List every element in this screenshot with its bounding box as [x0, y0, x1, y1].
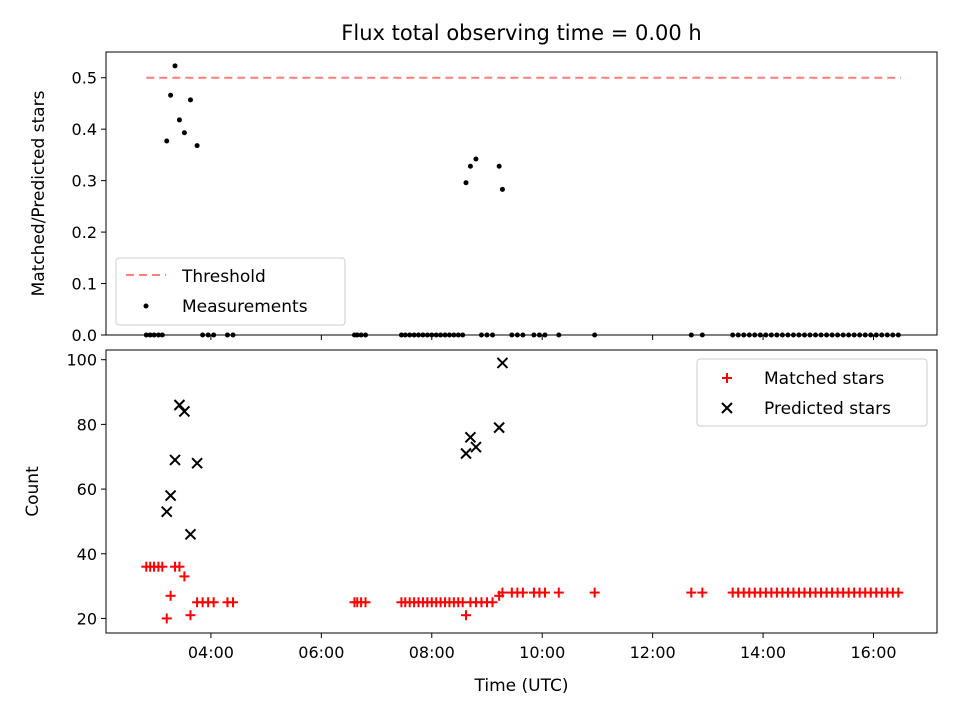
measurement-point [172, 63, 178, 69]
count-ytick-label: 80 [77, 415, 97, 434]
count-xtick-label: 16:00 [850, 643, 896, 662]
matched-star-point [487, 597, 498, 608]
predicted-star-point-b [464, 431, 477, 444]
matched-star-point [539, 587, 550, 598]
legend-predicted-label: Predicted stars [764, 399, 891, 419]
measurement-point [473, 156, 479, 162]
matched-star-point [174, 561, 185, 572]
ratio-panel: Flux total observing time = 0.00 h Match… [29, 21, 938, 345]
count-xtick-label: 10:00 [519, 643, 565, 662]
count-xtick-label: 12:00 [630, 643, 676, 662]
predicted-star-point-b [161, 506, 173, 518]
count-xtick-label: 06:00 [298, 643, 344, 662]
matched-star-point [461, 610, 472, 621]
predicted-star-point [496, 357, 509, 369]
predicted-star-point-b [164, 489, 177, 502]
predicted-star-point-b [178, 405, 191, 418]
legend-measurements-swatch [143, 303, 149, 309]
y-axis-label-ratio: Matched/Predicted stars [29, 90, 49, 296]
ratio-ytick-label: 0.4 [72, 120, 97, 139]
predicted-star-point-b [470, 441, 482, 453]
measurement-point [499, 186, 505, 192]
matched-star-point [165, 590, 176, 601]
ratio-ytick-label: 0.5 [72, 69, 97, 88]
legend-measurements-label: Measurements [182, 297, 308, 317]
predicted-star-point-b [496, 357, 509, 369]
ratio-ytick-label: 0.0 [72, 326, 97, 345]
ratio-ytick-label: 0.3 [72, 172, 97, 191]
predicted-star-point [460, 447, 472, 460]
predicted-star-point [493, 421, 505, 434]
ratio-axis-ticks: 0.0 0.1 0.2 0.3 0.4 0.5 [72, 69, 875, 345]
predicted-star-point-b [169, 454, 181, 466]
predicted-star-point [191, 457, 203, 469]
legend-matched-label: Matched stars [764, 369, 884, 389]
predicted-star-point-b [493, 421, 505, 434]
measurement-point [463, 180, 469, 186]
predicted-star-point-b [460, 447, 472, 460]
ratio-ytick-label: 0.2 [72, 223, 97, 242]
count-legend: Matched stars Predicted stars [696, 358, 928, 427]
count-ytick-label: 60 [77, 480, 97, 499]
count-xtick-label: 14:00 [740, 643, 786, 662]
legend-predicted-swatch [721, 402, 733, 414]
matched-star-point [553, 587, 564, 598]
matched-star-point [697, 587, 708, 598]
count-ytick-label: 100 [66, 351, 97, 370]
measurement-point [164, 138, 170, 144]
count-ytick-label: 20 [77, 609, 97, 628]
matched-star-point [157, 561, 168, 572]
count-ytick-label: 40 [77, 545, 97, 564]
legend-threshold-label: Threshold [181, 267, 266, 287]
predicted-star-point [184, 528, 197, 541]
predicted-star-point [464, 431, 477, 444]
predicted-star-point [161, 506, 173, 518]
legend-matched-swatch [722, 373, 732, 383]
measurement-point [187, 97, 193, 103]
y-axis-label-count: Count [23, 466, 43, 517]
predicted-star-point [178, 405, 191, 418]
measurement-point [496, 163, 502, 169]
legend-predicted-marker-b [721, 402, 733, 414]
predicted-star-point [470, 441, 482, 453]
matched-star-point [227, 597, 238, 608]
matched-star-point [179, 571, 190, 582]
predicted-star-point-b [184, 528, 197, 541]
matched-star-point [517, 587, 528, 598]
legend-matched-marker [722, 373, 732, 383]
count-xtick-label: 08:00 [409, 643, 455, 662]
matched-star-point [589, 587, 600, 598]
count-marks [141, 357, 904, 624]
predicted-star-point [169, 454, 181, 466]
chart-title: Flux total observing time = 0.00 h [341, 21, 701, 45]
matched-star-point [497, 587, 508, 598]
count-axis-ticks: 20 40 60 80 100 04:00 06:00 08:00 10:00 12:00 14:0… [66, 351, 896, 662]
matched-star-point [360, 597, 371, 608]
matched-star-point [893, 587, 904, 598]
ratio-legend: Threshold Measurements [115, 257, 346, 326]
matched-star-point [185, 610, 196, 621]
ratio-legend-box [115, 257, 346, 326]
predicted-star-point [173, 399, 186, 411]
count-panel: Count Time (UTC) 20 40 60 80 100 04:00 06:00 08… [23, 349, 938, 696]
measurement-point [194, 143, 200, 149]
measurement-point [181, 130, 187, 136]
measurement-point [176, 117, 182, 123]
ratio-plot-frame [105, 51, 938, 336]
count-legend-box [696, 358, 928, 427]
x-axis-label: Time (UTC) [474, 676, 569, 696]
count-plot-frame [105, 349, 938, 634]
matched-star-point [686, 587, 697, 598]
predicted-star-point-b [191, 457, 203, 469]
measurement-point [168, 92, 174, 98]
matched-star-point [208, 597, 219, 608]
predicted-star-point-b [173, 399, 186, 411]
legend-predicted-marker [721, 402, 733, 414]
count-xtick-label: 04:00 [188, 643, 234, 662]
matched-star-point [161, 613, 172, 624]
ratio-ytick-label: 0.1 [72, 275, 97, 294]
predicted-star-point [164, 489, 177, 502]
measurement-point [467, 163, 473, 169]
